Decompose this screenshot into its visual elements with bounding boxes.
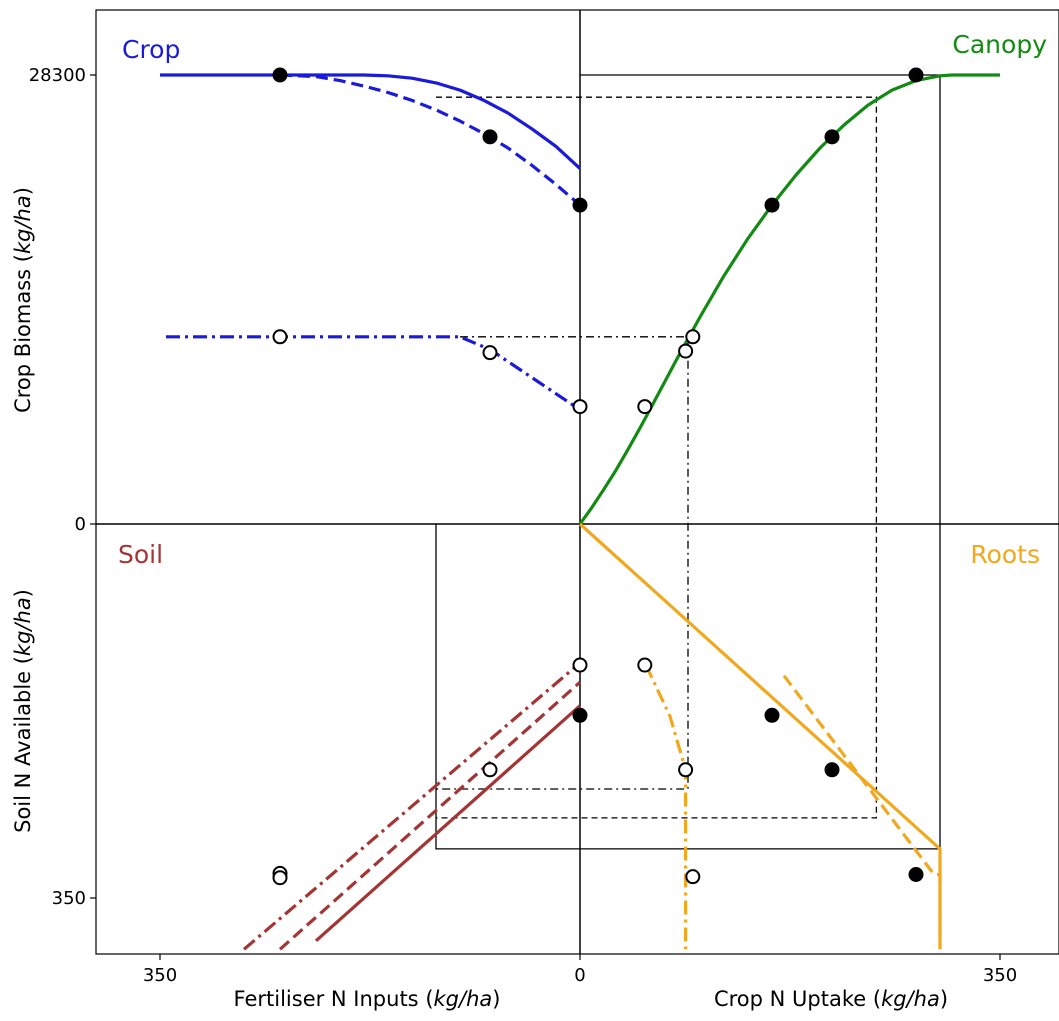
crop-open-point — [272, 329, 288, 345]
quadrant-label-soil: Soil — [118, 540, 163, 569]
crop-open-point — [572, 399, 588, 415]
y-axis-label-bottom: Soil N Available (kg/ha) — [11, 589, 35, 833]
guide-line-dashdot — [436, 336, 689, 790]
crop-series-dashdot — [166, 335, 581, 412]
canopy-open-point — [678, 343, 694, 359]
roots-open-point — [637, 657, 653, 673]
quadrant-label-canopy: Canopy — [952, 30, 1047, 59]
x-tick-label: 350 — [983, 965, 1017, 986]
quadrant-label-roots: Roots — [970, 540, 1040, 569]
guide-line-dashed — [436, 96, 878, 819]
canopy-filled-point — [824, 129, 840, 145]
x-tick-label: 0 — [574, 965, 585, 986]
roots-open-point — [685, 869, 701, 885]
center-axes — [96, 10, 1059, 954]
y-tick-label: 0 — [75, 514, 86, 535]
crop-filled-point — [482, 129, 498, 145]
y-tick-label: 28300 — [29, 65, 86, 86]
quadrant-label-crop: Crop — [122, 35, 180, 64]
soil-open-point — [272, 870, 288, 886]
series-lines — [160, 73, 1000, 951]
crop-open-point — [482, 345, 498, 361]
canopy-series-solid — [578, 73, 1000, 525]
data-points — [272, 67, 924, 886]
canopy-open-point — [685, 329, 701, 345]
roots-series-solid — [578, 522, 942, 950]
canopy-filled-point — [908, 67, 924, 83]
x-axis-label-right: Crop N Uptake (kg/ha) — [714, 987, 948, 1011]
soil-series-solid — [314, 704, 582, 942]
soil-open-point — [572, 657, 588, 673]
guide-lines — [435, 74, 941, 850]
roots-filled-point — [824, 762, 840, 778]
soil-filled-point — [572, 707, 588, 723]
crop-series-solid — [160, 73, 582, 170]
tick-marks: 350 0 350 28300 0 350 — [29, 65, 1017, 986]
roots-filled-point — [908, 867, 924, 883]
canopy-filled-point — [764, 197, 780, 213]
y-axis-label-top: Crop Biomass (kg/ha) — [11, 187, 35, 413]
crop-filled-point — [572, 197, 588, 213]
roots-filled-point — [764, 707, 780, 723]
crop-filled-point — [272, 67, 288, 83]
plot-frame — [95, 9, 1059, 955]
soil-series-dashdot — [242, 661, 582, 951]
crop-series-dashed — [279, 73, 582, 207]
roots-series-dashed — [782, 674, 942, 950]
roots-open-point — [678, 762, 694, 778]
x-tick-label: 350 — [143, 965, 177, 986]
roots-series-dashdot — [644, 664, 688, 950]
y-tick-label: 350 — [52, 888, 86, 909]
soil-open-point — [482, 762, 498, 778]
soil-series-dashed — [278, 681, 582, 951]
x-axis-label-left: Fertiliser N Inputs (kg/ha) — [234, 987, 501, 1011]
canopy-open-point — [637, 399, 653, 415]
